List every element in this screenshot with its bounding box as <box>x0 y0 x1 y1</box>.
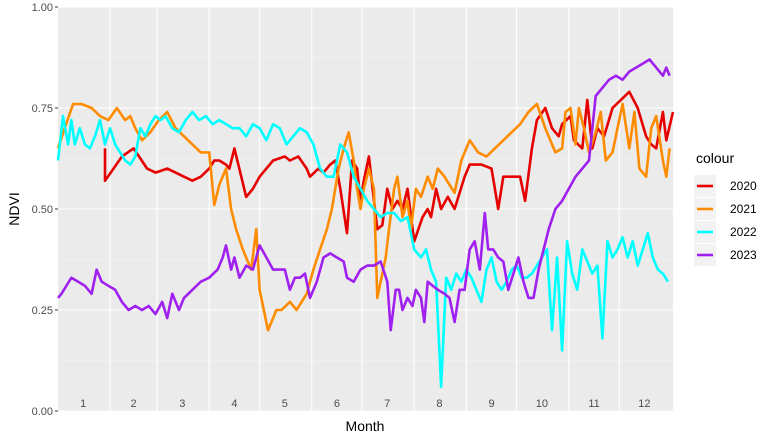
y-axis-ticks: 0.00 0.25 0.50 0.75 1.00 <box>32 2 58 418</box>
month-labels: 1 2 3 4 5 6 7 8 9 10 11 12 <box>80 398 650 410</box>
month-label-8: 8 <box>436 398 442 410</box>
y-tick-label: 1.00 <box>32 2 53 14</box>
legend: colour 2020 2021 2022 2023 <box>694 150 757 266</box>
series-line-2021 <box>56 102 671 332</box>
x-axis-title: Month <box>346 418 385 434</box>
month-label-1: 1 <box>80 398 86 410</box>
month-label-10: 10 <box>536 398 548 410</box>
legend-label-2020: 2020 <box>730 179 757 193</box>
month-label-7: 7 <box>384 398 390 410</box>
legend-label-2023: 2023 <box>730 248 757 262</box>
y-tick-label: 0.25 <box>32 305 53 317</box>
grid-lines <box>58 6 673 412</box>
series-line-2022 <box>56 110 670 389</box>
month-label-9: 9 <box>488 398 494 410</box>
legend-label-2022: 2022 <box>730 225 757 239</box>
y-tick-label: 0.00 <box>32 406 53 418</box>
month-label-4: 4 <box>231 398 237 410</box>
legend-label-2021: 2021 <box>730 202 757 216</box>
y-tick-label: 0.50 <box>32 204 53 216</box>
series-lines <box>56 58 675 389</box>
y-axis-title: NDVI <box>6 192 22 225</box>
month-label-11: 11 <box>588 398 599 410</box>
month-label-6: 6 <box>334 398 340 410</box>
month-label-5: 5 <box>282 398 288 410</box>
y-tick-label: 0.75 <box>32 103 53 115</box>
month-label-3: 3 <box>179 398 185 410</box>
legend-title: colour <box>696 150 734 166</box>
series-line-2023 <box>56 58 671 332</box>
month-label-2: 2 <box>131 398 137 410</box>
month-label-12: 12 <box>638 398 650 410</box>
